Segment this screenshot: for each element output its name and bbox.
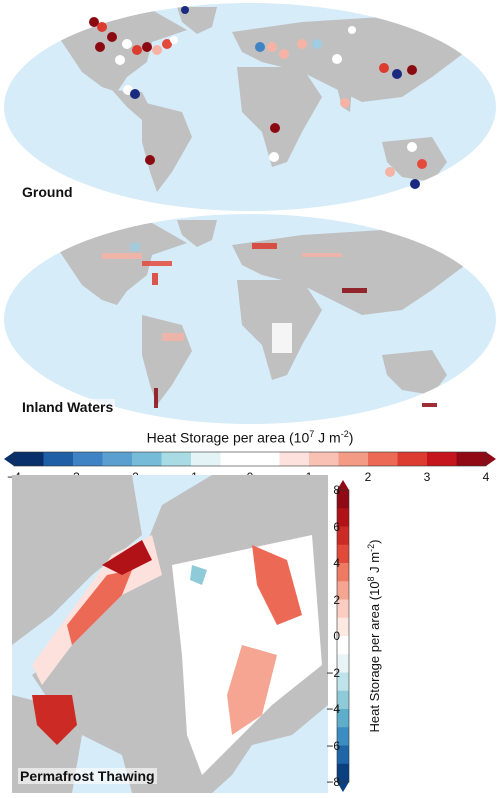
colorbar-tick-label: 4 [482, 470, 490, 484]
colorbar-title: Heat Storage per area (107 J m-2) [146, 429, 354, 446]
station-marker [132, 45, 142, 55]
colorbar-tick-label: −6 [326, 738, 340, 753]
station-marker [312, 39, 322, 49]
vertical-colorbar [336, 480, 350, 792]
colorbar-segment [337, 654, 349, 673]
station-marker [89, 17, 99, 27]
station-marker [407, 142, 417, 152]
colorbar-max-arrow [486, 452, 496, 466]
colorbar-tick-label: −4 [326, 702, 340, 716]
colorbar-segment [132, 452, 162, 466]
colorbar-min-arrow [4, 452, 14, 466]
station-marker [107, 32, 117, 42]
permafrost-map [12, 475, 328, 793]
colorbar-segment [250, 452, 280, 466]
inland-waters-label: Inland Waters [20, 399, 116, 415]
colorbar-segment [337, 599, 349, 619]
station-marker [332, 54, 342, 64]
horizontal-colorbar [4, 451, 496, 467]
colorbar-segment [337, 709, 349, 728]
station-marker [269, 152, 279, 162]
colorbar-segment [337, 745, 349, 765]
station-marker [142, 42, 152, 52]
colorbar-segment [338, 452, 369, 466]
station-marker [152, 45, 162, 55]
station-marker [297, 39, 307, 49]
colorbar-tick-label: 2 [333, 592, 340, 607]
station-marker [392, 69, 402, 79]
colorbar-segment [337, 490, 349, 509]
colorbar-segment [337, 526, 349, 546]
colorbar-segment [43, 452, 74, 466]
colorbar-segment [161, 452, 192, 466]
colorbar-segment [337, 690, 349, 710]
station-marker [270, 123, 280, 133]
colorbar-segment [102, 452, 133, 466]
permafrost-cells [32, 535, 322, 775]
station-marker [410, 179, 420, 189]
station-marker [122, 39, 132, 49]
station-marker [181, 6, 189, 14]
inland-waters-map [4, 214, 496, 424]
colorbar-segment [368, 452, 398, 466]
colorbar-segment [337, 617, 349, 637]
colorbar-max-arrow [337, 480, 349, 490]
station-marker [279, 49, 289, 59]
colorbar-segment [456, 452, 487, 466]
station-marker [255, 42, 265, 52]
landmasses [42, 220, 472, 405]
colorbar-tick-label: 3 [423, 470, 431, 484]
station-marker [379, 63, 389, 73]
colorbar-tick-label: 4 [333, 556, 340, 570]
station-marker [340, 98, 350, 108]
colorbar-segment [73, 452, 103, 466]
colorbar-segment [279, 452, 310, 466]
colorbar-tick-label: 8 [333, 483, 340, 497]
colorbar-tick-label: 6 [333, 519, 340, 534]
ground-map [4, 3, 496, 211]
colorbar-segment [337, 763, 349, 783]
colorbar-segment [14, 452, 44, 466]
station-marker [267, 42, 277, 52]
colorbar-segment [220, 452, 251, 466]
colorbar-segment [191, 452, 221, 466]
colorbar-tick-label: −8 [326, 775, 340, 789]
station-marker [385, 167, 395, 177]
colorbar-segment [337, 672, 349, 692]
colorbar-segment [309, 452, 339, 466]
station-marker [162, 39, 172, 49]
colorbar-segment [337, 508, 349, 527]
colorbar-segment [337, 581, 349, 600]
ground-label: Ground [20, 184, 75, 200]
colorbar-segment [337, 727, 349, 746]
colorbar-min-arrow [337, 782, 349, 792]
station-marker [145, 155, 155, 165]
permafrost-label: Permafrost Thawing [18, 768, 157, 784]
colorbar-tick-label: 0 [333, 629, 340, 643]
colorbar-segment [427, 452, 457, 466]
vertical-colorbar-title: Heat Storage per area (108 J m-2) [365, 539, 383, 733]
station-marker [348, 26, 356, 34]
colorbar-segment [337, 636, 349, 655]
station-marker [407, 65, 417, 75]
inland-water-cells [102, 243, 437, 408]
station-marker [417, 159, 427, 169]
colorbar-tick-label: 2 [364, 470, 372, 484]
colorbar-segment [397, 452, 428, 466]
colorbar-tick-label: −2 [326, 665, 340, 680]
station-marker [97, 22, 107, 32]
colorbar-segment [337, 544, 349, 564]
station-marker [170, 36, 178, 44]
station-marker [95, 42, 105, 52]
ground-stations [89, 6, 427, 189]
station-marker [115, 55, 125, 65]
station-marker [130, 89, 140, 99]
colorbar-segment [337, 563, 349, 582]
